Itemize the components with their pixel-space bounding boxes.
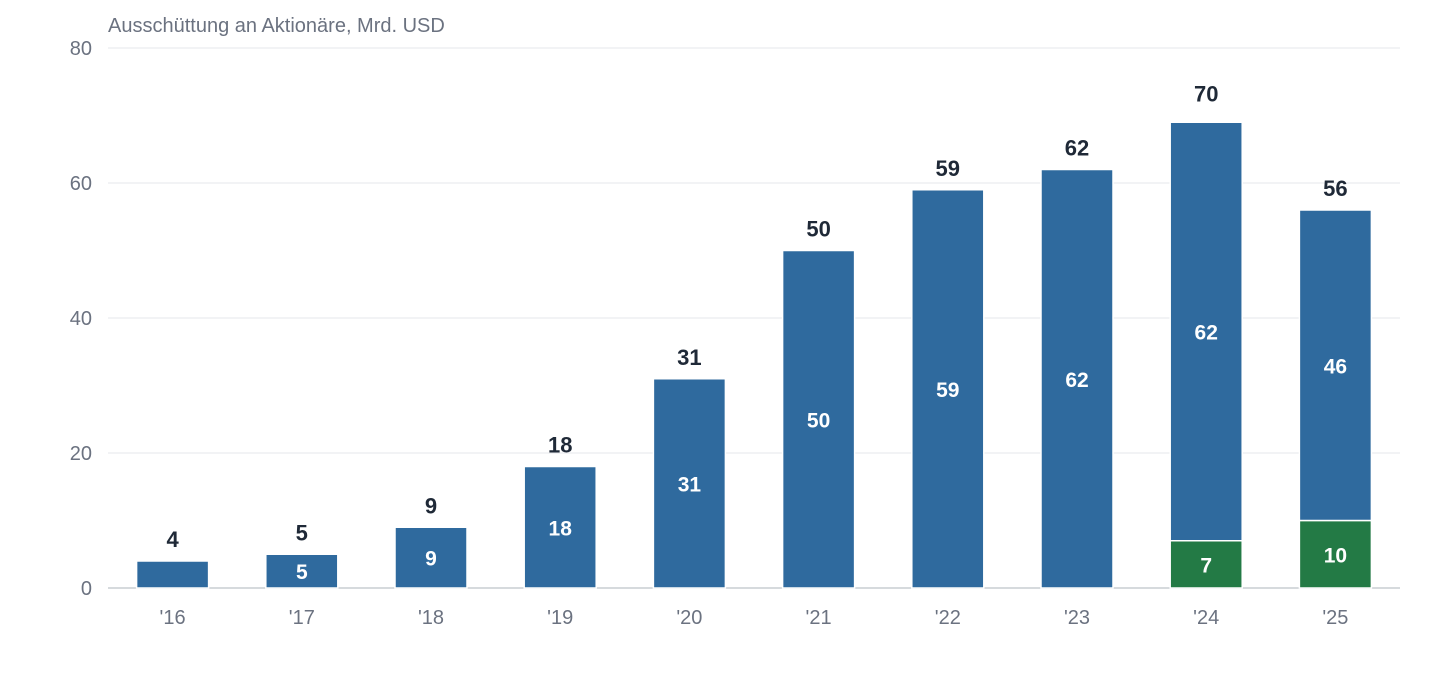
y-tick-label: 60 xyxy=(70,173,92,195)
total-value-label: 9 xyxy=(425,493,437,518)
bar-segment xyxy=(1169,121,1243,542)
segment-value-label: 50 xyxy=(807,409,830,432)
bar-segment xyxy=(781,249,856,589)
total-value-label: 50 xyxy=(806,217,830,242)
bar-segment xyxy=(1298,519,1373,589)
segment-value-label: 62 xyxy=(1195,322,1218,345)
segment-value-label: 10 xyxy=(1324,544,1347,567)
bar-segment xyxy=(911,189,985,589)
x-tick-label: '18 xyxy=(418,607,444,629)
y-axis-title: Ausschüttung an Aktionäre, Mrd. USD xyxy=(108,15,445,37)
x-tick-label: '19 xyxy=(547,607,573,629)
total-value-label: 31 xyxy=(677,345,701,370)
total-value-label: 70 xyxy=(1194,82,1218,107)
segment-value-label: 9 xyxy=(425,548,437,571)
bar-segment xyxy=(135,560,210,589)
total-value-label: 62 xyxy=(1065,136,1089,161)
x-tick-label: '23 xyxy=(1064,607,1090,629)
bar-segment xyxy=(1040,168,1114,589)
y-tick-label: 40 xyxy=(70,308,92,330)
bar-segment xyxy=(265,553,339,589)
total-value-label: 18 xyxy=(548,433,572,458)
x-tick-label: '22 xyxy=(935,607,961,629)
label-layer: 4 '16 5 5 '17 9 9 '18 18 18 '19 31 31 '20 50 50 '21 59 59 '… xyxy=(160,82,1349,630)
bar-segment xyxy=(523,465,597,589)
y-tick-label: 20 xyxy=(70,443,92,465)
y-tick-label: 80 xyxy=(70,38,92,60)
x-tick-label: '25 xyxy=(1322,607,1348,629)
y-tick-label: 0 xyxy=(81,578,92,600)
x-tick-label: '16 xyxy=(160,607,186,629)
bar-segment xyxy=(652,378,727,589)
segment-value-label: 5 xyxy=(296,561,308,584)
segment-value-label: 18 xyxy=(549,517,573,540)
total-value-label: 56 xyxy=(1323,176,1347,201)
segment-value-label: 46 xyxy=(1324,355,1347,378)
segment-value-label: 62 xyxy=(1065,369,1088,392)
bar-segment xyxy=(1169,540,1243,589)
x-tick-label: '17 xyxy=(289,607,315,629)
x-tick-label: '21 xyxy=(806,607,832,629)
segment-value-label: 7 xyxy=(1200,554,1212,577)
total-value-label: 5 xyxy=(296,520,308,545)
bar-layer xyxy=(135,121,1373,589)
total-value-label: 59 xyxy=(936,156,960,181)
bar-segment xyxy=(1298,209,1373,522)
x-tick-label: '24 xyxy=(1193,607,1219,629)
segment-value-label: 31 xyxy=(678,473,702,496)
total-value-label: 4 xyxy=(166,527,179,552)
bar-segment xyxy=(394,526,468,589)
x-tick-label: '20 xyxy=(676,607,702,629)
segment-value-label: 59 xyxy=(936,379,959,402)
